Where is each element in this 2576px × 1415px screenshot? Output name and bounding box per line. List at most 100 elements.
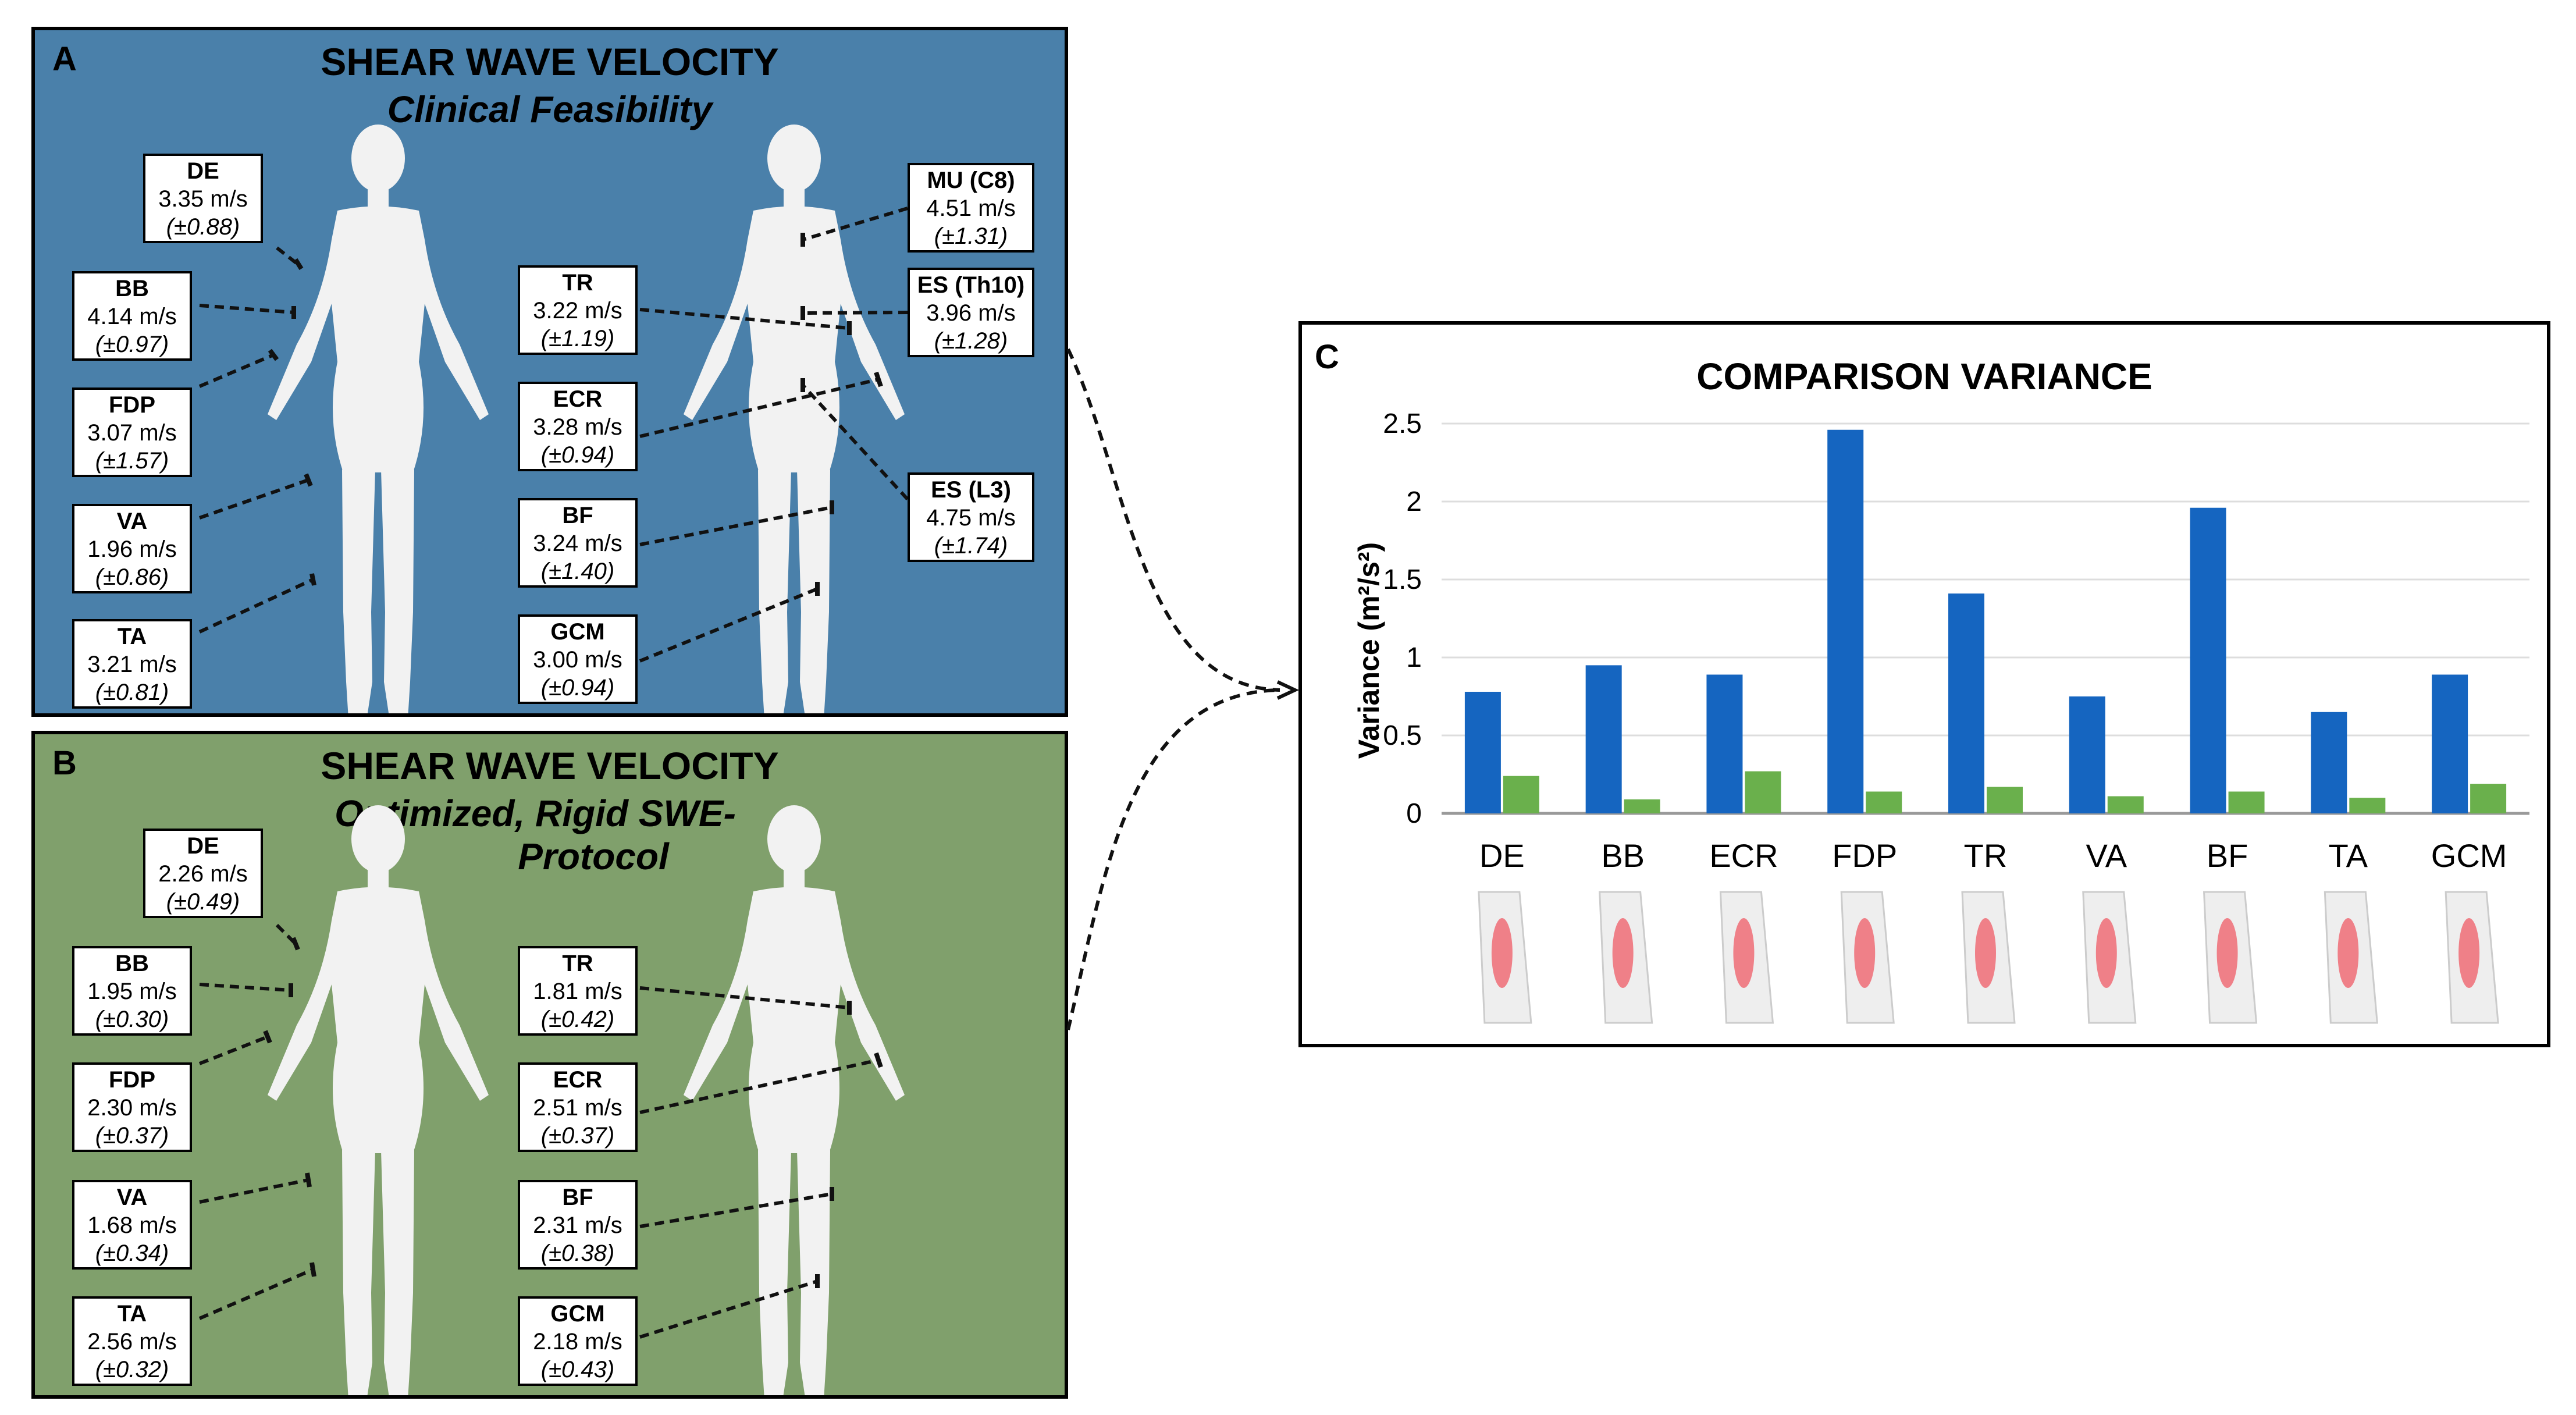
panel-letter-b: B — [52, 744, 77, 782]
muscle-name: GCM — [550, 1301, 605, 1327]
muscle-illustration-bb — [1599, 891, 1653, 1024]
x-category-label: BF — [2207, 837, 2248, 874]
muscle-highlight — [1491, 918, 1513, 988]
velocity-value: 2.56 m/s — [87, 1329, 177, 1354]
y-tick-label: 0 — [1406, 798, 1422, 829]
velocity-value: 2.31 m/s — [533, 1213, 622, 1238]
muscle-name: MU (C8) — [927, 168, 1015, 193]
panel-a-title: SHEAR WAVE VELOCITY — [321, 40, 779, 83]
velocity-sd: (±1.74) — [934, 533, 1008, 559]
muscle-highlight — [1975, 918, 1996, 988]
chart-gridlines — [1442, 422, 2529, 815]
bar-bf-series-2 — [2228, 791, 2265, 813]
variance-bar-chart: 0 0.5 1 1.5 2 2.5 DE BB ECR FDP TR VA BF TA GCM Varia… — [1353, 408, 2529, 1024]
velocity-value: 3.35 m/s — [158, 186, 248, 212]
bar-gcm-series-1 — [2432, 674, 2468, 813]
bar-ta-series-2 — [2349, 798, 2386, 813]
bar-fdp-series-1 — [1827, 429, 1864, 813]
velocity-value: 1.81 m/s — [533, 979, 622, 1004]
label-box-ta: TA 3.21 m/s (±0.81) — [72, 619, 192, 709]
bar-tr-series-2 — [1987, 787, 2023, 813]
y-tick-label: 1 — [1406, 642, 1422, 673]
label-box-bf: BF 2.31 m/s (±0.38) — [518, 1180, 638, 1270]
muscle-name: GCM — [550, 619, 605, 645]
muscle-name: TR — [562, 951, 593, 976]
velocity-sd: (±0.43) — [540, 1357, 615, 1382]
velocity-sd: (±0.30) — [95, 1007, 169, 1032]
chart-y-ticks: 0 0.5 1 1.5 2 2.5 — [1383, 408, 1422, 829]
arrowhead — [1276, 680, 1300, 700]
chart-title: COMPARISON VARIANCE — [1696, 355, 2152, 397]
velocity-sd: (±0.38) — [540, 1240, 615, 1266]
label-box-ecr: ECR 2.51 m/s (±0.37) — [518, 1062, 638, 1152]
velocity-sd: (±1.57) — [95, 448, 169, 474]
muscle-illustration-de — [1478, 891, 1532, 1024]
muscle-illustration-tr — [1961, 891, 2016, 1024]
bar-de-series-2 — [1503, 776, 1539, 813]
bar-gcm-series-2 — [2470, 784, 2507, 813]
label-box-tr: TR 3.22 m/s (±1.19) — [518, 265, 638, 355]
panel-b-title: SHEAR WAVE VELOCITY — [321, 744, 779, 787]
label-box-tr: TR 1.81 m/s (±0.42) — [518, 946, 638, 1036]
velocity-value: 1.95 m/s — [87, 979, 177, 1004]
bar-bf-series-1 — [2190, 507, 2226, 813]
connector-from-panel-b — [1066, 688, 1280, 1030]
chart-bars — [1464, 429, 2507, 813]
velocity-sd: (±0.42) — [540, 1007, 615, 1032]
panel-a: A SHEAR WAVE VELOCITY Clinical Feasibili… — [31, 27, 1068, 717]
muscle-highlight — [2095, 918, 2117, 988]
x-category-label: FDP — [1832, 837, 1897, 874]
muscle-highlight — [1733, 918, 1755, 988]
x-category-label: VA — [2086, 837, 2127, 874]
chart-y-axis-label: Variance (m²/s²) — [1353, 542, 1385, 759]
bar-va-series-1 — [2069, 696, 2105, 813]
muscle-name: BF — [562, 503, 593, 528]
bar-ecr-series-1 — [1706, 674, 1743, 813]
muscle-name: VA — [116, 509, 148, 534]
muscle-name: FDP — [109, 1067, 155, 1093]
panel-b-figures — [198, 805, 905, 1395]
velocity-sd: (±1.28) — [934, 328, 1008, 354]
muscle-illustration-gcm — [2445, 891, 2499, 1024]
velocity-sd: (±0.88) — [166, 214, 240, 240]
label-box-ecr: ECR 3.28 m/s (±0.94) — [518, 382, 638, 471]
label-box-fdp: FDP 3.07 m/s (±1.57) — [72, 387, 192, 477]
chart-x-categories: DE BB ECR FDP TR VA BF TA GCM — [1479, 837, 2507, 874]
label-box-mu-c8: MU (C8) 4.51 m/s (±1.31) — [908, 163, 1034, 253]
velocity-value: 4.75 m/s — [926, 505, 1016, 531]
bar-bb-series-1 — [1585, 665, 1622, 813]
muscle-highlight — [1612, 918, 1634, 988]
label-box-de: DE 3.35 m/s (±0.88) — [143, 154, 263, 243]
panel-b-subtitle-line2: Protocol — [518, 836, 669, 877]
velocity-value: 3.00 m/s — [533, 647, 622, 673]
label-box-bb: BB 4.14 m/s (±0.97) — [72, 271, 192, 361]
muscle-illustration-va — [2082, 891, 2137, 1024]
label-box-va: VA 1.96 m/s (±0.86) — [72, 504, 192, 593]
velocity-value: 3.28 m/s — [533, 414, 622, 440]
velocity-value: 3.07 m/s — [87, 420, 177, 446]
x-category-label: TR — [1964, 837, 2008, 874]
muscle-name: ES (Th10) — [917, 272, 1025, 298]
muscle-illustration-bf — [2203, 891, 2258, 1024]
velocity-sd: (±0.34) — [95, 1240, 169, 1266]
velocity-sd: (±0.37) — [540, 1123, 615, 1149]
velocity-value: 3.24 m/s — [533, 531, 622, 556]
label-box-bf: BF 3.24 m/s (±1.40) — [518, 498, 638, 588]
velocity-value: 3.21 m/s — [87, 652, 177, 677]
muscle-illustration-ecr — [1719, 891, 1774, 1024]
muscle-highlight — [1854, 918, 1876, 988]
label-box-ta: TA 2.56 m/s (±0.32) — [72, 1296, 192, 1386]
x-category-label: DE — [1479, 837, 1525, 874]
velocity-value: 4.51 m/s — [926, 195, 1016, 221]
x-category-label: BB — [1601, 837, 1645, 874]
velocity-sd: (±0.86) — [95, 564, 169, 590]
bar-ecr-series-2 — [1745, 771, 1781, 813]
muscle-highlight — [2458, 918, 2480, 988]
velocity-value: 2.51 m/s — [533, 1095, 622, 1121]
x-category-label: ECR — [1709, 837, 1778, 874]
velocity-sd: (±1.19) — [540, 326, 615, 351]
panel-letter-c: C — [1315, 338, 1339, 376]
muscle-name: ES (L3) — [931, 477, 1011, 503]
label-box-gcm: GCM 2.18 m/s (±0.43) — [518, 1296, 638, 1386]
velocity-sd: (±1.40) — [540, 559, 615, 584]
